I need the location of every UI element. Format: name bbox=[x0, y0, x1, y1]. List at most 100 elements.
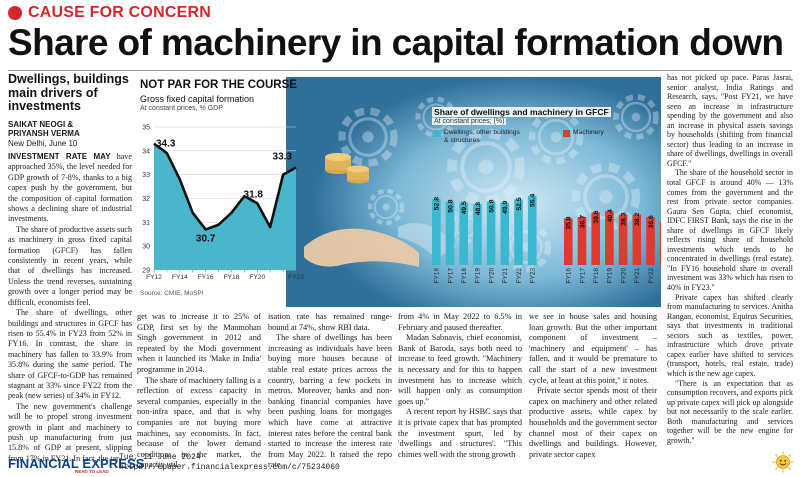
article-column-3: isation rate has remained range-bound at… bbox=[268, 312, 392, 471]
hand-coins-illustration bbox=[304, 153, 456, 267]
brand-tagline: READ TO LEAD bbox=[75, 469, 109, 474]
bar bbox=[514, 199, 523, 265]
author-2: PRIYANSH VERMA bbox=[8, 129, 80, 138]
gear-icon bbox=[338, 107, 398, 167]
article-column-1: Dwellings, buildings main drivers of inv… bbox=[8, 72, 132, 464]
headline-rule bbox=[8, 70, 792, 71]
data-label: 33.3 bbox=[273, 152, 293, 163]
paragraph: from 4% in May 2022 to 6.5% in February … bbox=[398, 312, 522, 332]
bar-value-label: 50.8 bbox=[489, 199, 496, 212]
chart1-title: Gross fixed capital formation bbox=[140, 94, 255, 104]
x-tick-label: FY18 bbox=[593, 268, 600, 284]
x-tick-label: FY19 bbox=[607, 268, 614, 284]
bar-value-label: 49.5 bbox=[461, 201, 468, 214]
legend-label-machinery: Machinery bbox=[573, 129, 604, 136]
x-tick-label: FY16 bbox=[566, 268, 573, 284]
paragraph: Private sector spends most of their cape… bbox=[529, 386, 657, 459]
y-tick-label: 35 bbox=[142, 125, 150, 132]
paragraph: The share of dwellings has been increasi… bbox=[268, 333, 392, 470]
kicker-bullet bbox=[8, 6, 22, 20]
bar-value-label: 48.8 bbox=[475, 202, 482, 215]
y-tick-label: 32 bbox=[142, 196, 150, 203]
paragraph: The share of machinery falling is a refl… bbox=[137, 375, 261, 470]
x-tick-label: FY22 bbox=[648, 268, 655, 284]
gfcf-area-chart: 29 30 31 32 33 34 35 FY12 FY14 FY16 FY18 FY20 FY23 34… bbox=[142, 125, 304, 282]
gear-icon bbox=[447, 128, 525, 206]
x-tick-label: FY23 bbox=[530, 268, 537, 284]
brand-logo: FINANCIAL EXPRESS bbox=[8, 456, 145, 471]
bar bbox=[618, 214, 628, 265]
bar bbox=[632, 214, 642, 265]
article-column-4: from 4% in May 2022 to 6.5% in February … bbox=[398, 312, 522, 460]
legend-swatch-machinery bbox=[563, 130, 570, 137]
x-tick-label: FY16 bbox=[198, 274, 214, 281]
bar-value-label: 38.3 bbox=[621, 212, 628, 225]
paragraph: The share of productive assets such as m… bbox=[8, 224, 132, 307]
data-label: 34.3 bbox=[156, 139, 176, 150]
edition-date: Tue, 11 June 2024 bbox=[119, 453, 201, 462]
kicker-text: CAUSE FOR CONCERN bbox=[28, 4, 211, 21]
infographic: 29 30 31 32 33 34 35 FY12 FY14 FY16 FY18 FY20 FY23 34… bbox=[136, 77, 661, 307]
paragraph: The share of dwellings, other buildings … bbox=[8, 308, 132, 401]
bar bbox=[527, 195, 537, 265]
chart2-unit: At constant prices; (%) bbox=[432, 118, 507, 125]
legend-label-dwellings: Dwellings, other buildings & structures bbox=[444, 129, 520, 144]
x-tick-label: FY23 bbox=[288, 274, 304, 281]
y-tick-label: 34 bbox=[142, 148, 150, 155]
x-tick-label: FY20 bbox=[620, 268, 627, 284]
bar bbox=[605, 211, 614, 265]
paragraph: has not picked up pace. Paras Jasrai, se… bbox=[667, 73, 793, 168]
bar-value-label: 50.8 bbox=[447, 199, 454, 212]
x-tick-label: FY14 bbox=[172, 274, 188, 281]
article-column-2: get was to increase it to 25% of GDP, fi… bbox=[137, 312, 261, 471]
y-tick-label: 29 bbox=[142, 268, 150, 275]
headline: Share of machinery in capital formation … bbox=[8, 22, 784, 63]
x-tick-label: FY12 bbox=[146, 274, 162, 281]
kicker: CAUSE FOR CONCERN bbox=[8, 4, 211, 22]
paragraph: isation rate has remained range-bound at… bbox=[268, 312, 392, 332]
bar bbox=[646, 217, 655, 265]
paragraph: Private capex has shifted clearly from m… bbox=[667, 292, 793, 378]
epaper-link[interactable]: https://epaper.financialexpress.com/c/75… bbox=[119, 463, 340, 472]
gear-icon bbox=[528, 109, 584, 165]
smiley-sun-icon bbox=[772, 451, 794, 473]
article-subhead: Dwellings, buildings main drivers of inv… bbox=[8, 72, 129, 113]
bar-value-label: 39.6 bbox=[593, 210, 600, 223]
bar-value-label: 49.9 bbox=[502, 200, 509, 213]
chart-source: Source: CMIE, MoSPI bbox=[140, 290, 204, 297]
author-1: SAIKAT NEOGI & bbox=[8, 119, 74, 129]
x-tick-label: FY18 bbox=[224, 274, 240, 281]
article-column-5: we see in house sales and housing loan g… bbox=[529, 312, 657, 460]
gears-illustration bbox=[338, 94, 659, 273]
bar-value-label: 35.8 bbox=[566, 216, 573, 229]
chart2-title: Share of dwellings and machinery in GFCF bbox=[432, 107, 611, 117]
bar bbox=[432, 199, 441, 265]
gfcf-area bbox=[154, 143, 296, 270]
y-tick-label: 33 bbox=[142, 172, 150, 179]
x-tick-label: FY21 bbox=[634, 268, 641, 284]
graphic-title: NOT PAR FOR THE COURSE bbox=[140, 79, 297, 91]
paragraph: The share of the household sector in tot… bbox=[667, 168, 793, 293]
dateline: New Delhi, June 10 bbox=[8, 138, 78, 148]
legend-dwellings: Dwellings, other buildings & structures bbox=[434, 129, 526, 145]
x-tick-label: FY22 bbox=[516, 268, 523, 284]
x-tick-label: FY20 bbox=[488, 268, 495, 284]
bar bbox=[500, 202, 510, 265]
chart1-unit: At constant prices, % GDP bbox=[140, 105, 223, 112]
bar-value-label: 55.4 bbox=[530, 194, 537, 207]
gfcf-line bbox=[153, 142, 297, 231]
byline: SAIKAT NEOGI & PRIYANSH VERMA New Delhi,… bbox=[8, 120, 132, 149]
bar bbox=[564, 218, 573, 265]
bar bbox=[486, 201, 496, 265]
legend-swatch-dwellings bbox=[434, 130, 441, 137]
x-tick-label: FY19 bbox=[475, 268, 482, 284]
x-tick-label: FY21 bbox=[502, 268, 509, 284]
paragraph: get was to increase it to 25% of GDP, fi… bbox=[137, 312, 261, 374]
lead-caps: INVESTMENT RATE MAY bbox=[8, 152, 111, 161]
bar-value-label: 40.4 bbox=[607, 209, 614, 222]
x-tick-label: FY16 bbox=[434, 268, 441, 284]
x-tick-label: FY17 bbox=[447, 268, 454, 284]
paragraph: The new government's challenge will be t… bbox=[8, 401, 132, 463]
bar-value-label: 52.5 bbox=[516, 197, 523, 210]
bar-value-label: 36.6 bbox=[648, 215, 655, 228]
